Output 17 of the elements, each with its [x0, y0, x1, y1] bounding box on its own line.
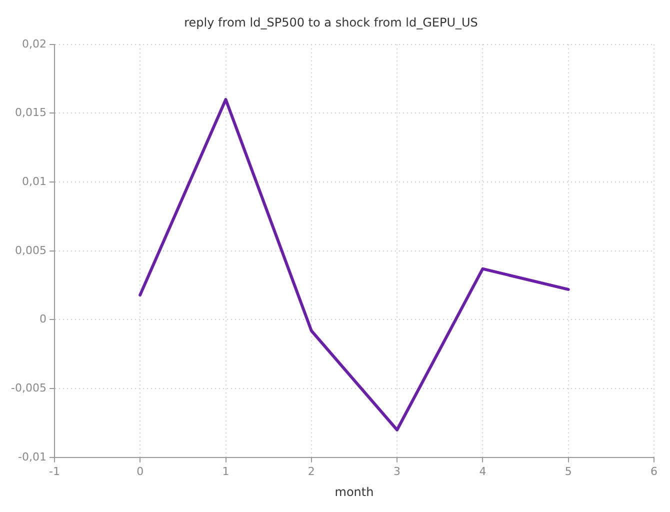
x-tick-label: 1 [222, 464, 230, 478]
y-tick-label: 0,02 [22, 37, 46, 50]
y-tick-label: 0,005 [14, 244, 46, 257]
x-tick-label: 2 [308, 464, 315, 478]
x-tick-label: 3 [394, 464, 401, 478]
x-axis-title: month [334, 484, 374, 499]
y-tick-label: -0,005 [10, 381, 46, 394]
x-tick-label: 0 [136, 464, 144, 478]
y-tick-label: 0 [39, 312, 46, 326]
y-tick-label: 0,01 [22, 174, 46, 188]
chart-title: reply from ld_SP500 to a shock from ld_GEPU_US [184, 15, 478, 30]
y-tick-label: 0,015 [14, 106, 46, 120]
y-tick-label: -0,01 [18, 450, 46, 464]
x-tick-label: 5 [564, 464, 572, 478]
x-tick-label: 6 [650, 464, 658, 478]
x-tick-label: 4 [479, 464, 486, 478]
x-tick-label: -1 [48, 464, 60, 478]
